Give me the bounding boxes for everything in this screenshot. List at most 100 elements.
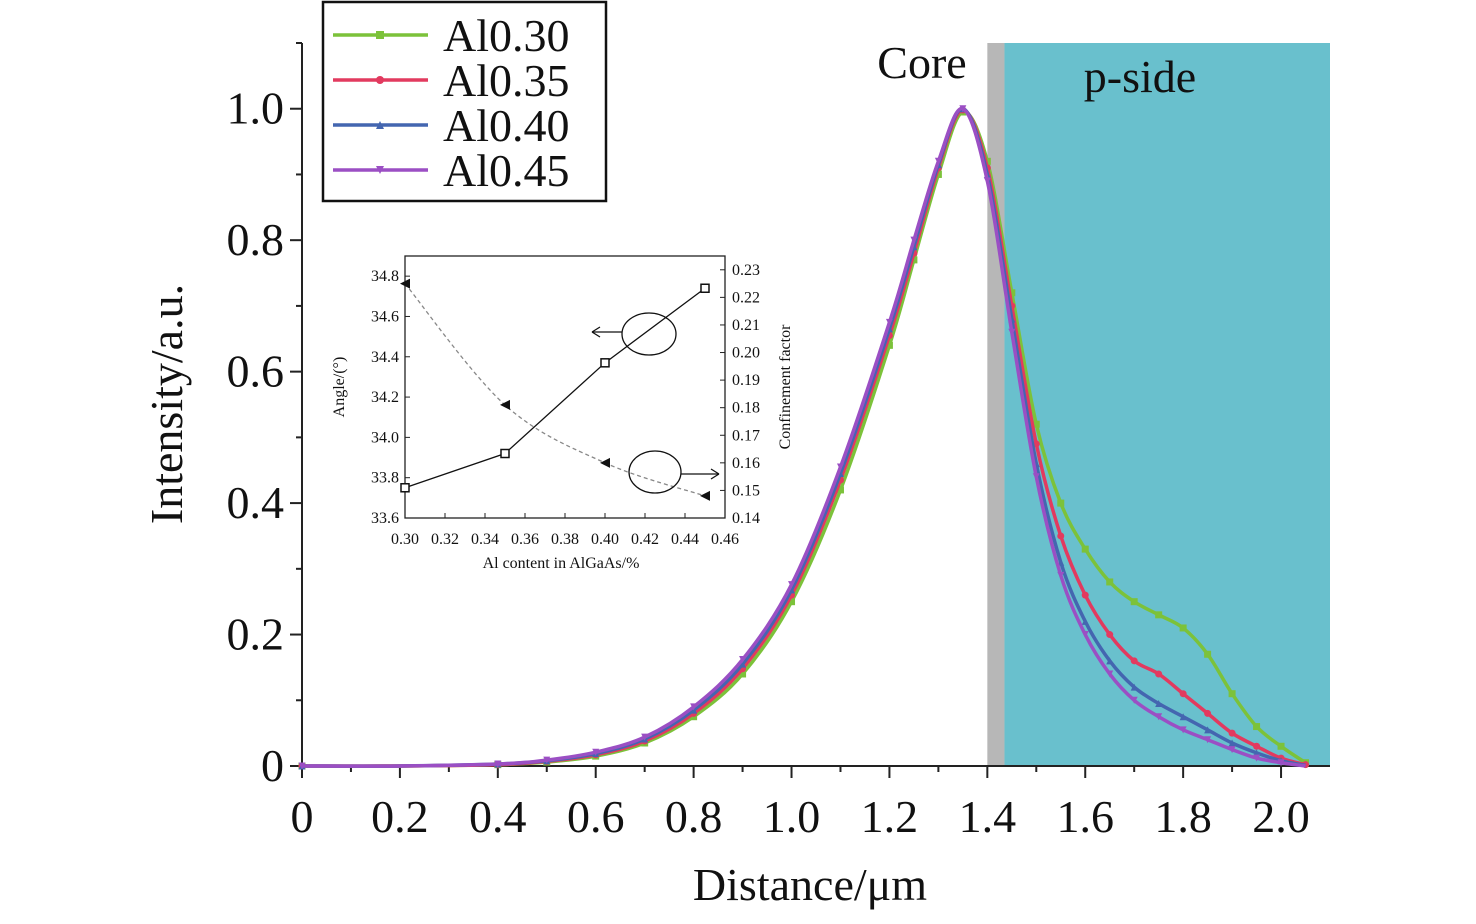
x-tick-label: 1.8	[1154, 791, 1212, 842]
data-point	[836, 463, 844, 471]
data-point	[1155, 670, 1163, 678]
data-point	[1228, 729, 1236, 737]
data-point	[983, 177, 991, 185]
inset-x-tick-label: 0.32	[431, 531, 459, 548]
legend-label-Al0.35: Al0.35	[443, 55, 570, 106]
inset-x-axis-title: Al content in AlGaAs/%	[483, 555, 640, 572]
inset-y2-tick-label: 0.18	[732, 400, 760, 417]
inset-confinement-point	[600, 457, 610, 468]
confinement-ellipse	[628, 450, 682, 494]
data-point	[1253, 742, 1261, 750]
data-point	[592, 748, 600, 756]
data-point	[1032, 473, 1040, 481]
inset-y2-tick-label: 0.21	[732, 317, 760, 334]
x-axis-title: Distance/μm	[693, 859, 927, 910]
x-tick-label: 1.4	[959, 791, 1017, 842]
inset-y-tick-label: 33.8	[371, 470, 399, 487]
inset-x-tick-label: 0.38	[551, 531, 579, 548]
inset-confinement-line	[404, 283, 706, 497]
y-tick-label: 0.2	[227, 609, 285, 660]
data-point	[1228, 746, 1236, 754]
x-tick-label: 1.0	[763, 791, 821, 842]
data-point	[1204, 650, 1212, 658]
data-point	[1155, 611, 1163, 619]
inset-y-tick-label: 34.2	[371, 389, 399, 406]
y-tick-label: 0.8	[227, 214, 285, 265]
inset-y-tick-label: 34.4	[371, 349, 399, 366]
data-point	[494, 760, 502, 768]
data-point	[836, 486, 844, 494]
inset-x-tick-label: 0.44	[671, 531, 699, 548]
data-point	[1081, 545, 1089, 553]
inset-confinement-point	[500, 399, 510, 410]
data-point	[1057, 532, 1065, 540]
data-point	[1179, 624, 1187, 632]
data-point	[1130, 598, 1138, 606]
inset-angle-line	[404, 287, 706, 489]
inset-y2-tick-label: 0.23	[732, 262, 760, 279]
inset-angle-point	[700, 283, 710, 293]
inset-confinement-point	[700, 490, 710, 501]
data-point	[739, 670, 747, 678]
data-point	[1204, 709, 1212, 717]
legend-marker	[376, 166, 384, 174]
inset-y2-tick-label: 0.14	[732, 510, 760, 527]
data-point	[1253, 723, 1261, 731]
confinement-arrow-head	[710, 468, 720, 480]
inset-y-tick-label: 34.8	[371, 268, 399, 285]
data-point	[1204, 726, 1212, 734]
data-point	[788, 598, 796, 606]
data-point	[1081, 591, 1089, 599]
data-point	[298, 762, 306, 770]
inset-angle-point	[400, 483, 410, 493]
data-point	[1130, 657, 1138, 665]
x-tick-label: 1.2	[861, 791, 919, 842]
legend-label-Al0.40: Al0.40	[443, 100, 570, 151]
inset-y2-tick-label: 0.15	[732, 482, 760, 499]
data-point	[788, 581, 796, 589]
data-point	[1106, 578, 1114, 586]
data-point	[910, 236, 918, 244]
x-tick-label: 0.6	[567, 791, 625, 842]
y-tick-label: 0.6	[227, 346, 285, 397]
data-point	[1228, 739, 1236, 747]
data-point	[1081, 631, 1089, 639]
inset-frame	[404, 255, 726, 519]
x-tick-label: 0.2	[371, 791, 429, 842]
data-point	[1008, 328, 1016, 336]
inset-chart: 0.30 0.32 0.34 0.36 0.38 0.40 0.42 0.44 0.46 33.6…	[331, 255, 794, 572]
data-point	[885, 341, 893, 349]
interface-band	[987, 43, 1005, 766]
legend-marker	[376, 121, 384, 129]
legend-marker	[376, 76, 384, 84]
data-point	[1032, 420, 1040, 428]
data-point	[690, 703, 698, 711]
data-point	[1204, 736, 1212, 744]
legend-label-Al0.45: Al0.45	[443, 145, 570, 196]
data-point	[1057, 571, 1065, 579]
y-tick-label: 1.0	[227, 83, 285, 134]
data-point	[910, 256, 918, 264]
angle-ellipse	[621, 312, 677, 356]
y-tick-label: 0	[261, 740, 284, 791]
inset-y-axis-title: Angle/(°)	[331, 357, 348, 418]
inset-x-tick-label: 0.34	[471, 531, 499, 548]
data-point	[1130, 696, 1138, 704]
x-tick-label: 0.8	[665, 791, 723, 842]
data-point	[1253, 754, 1261, 762]
data-point	[739, 660, 747, 668]
data-point	[1106, 670, 1114, 678]
inset-x-tick-label: 0.40	[591, 531, 619, 548]
data-point	[1081, 617, 1089, 625]
x-tick-label: 0	[291, 791, 314, 842]
inset-y2-axis-title: Confinement factor	[777, 324, 794, 450]
legend-label-Al0.30: Al0.30	[443, 10, 570, 61]
inset-y2-tick-label: 0.20	[732, 345, 760, 362]
data-point	[1228, 690, 1236, 698]
data-point	[934, 157, 942, 165]
data-point	[1155, 713, 1163, 721]
inset-x-tick-label: 0.36	[511, 531, 539, 548]
